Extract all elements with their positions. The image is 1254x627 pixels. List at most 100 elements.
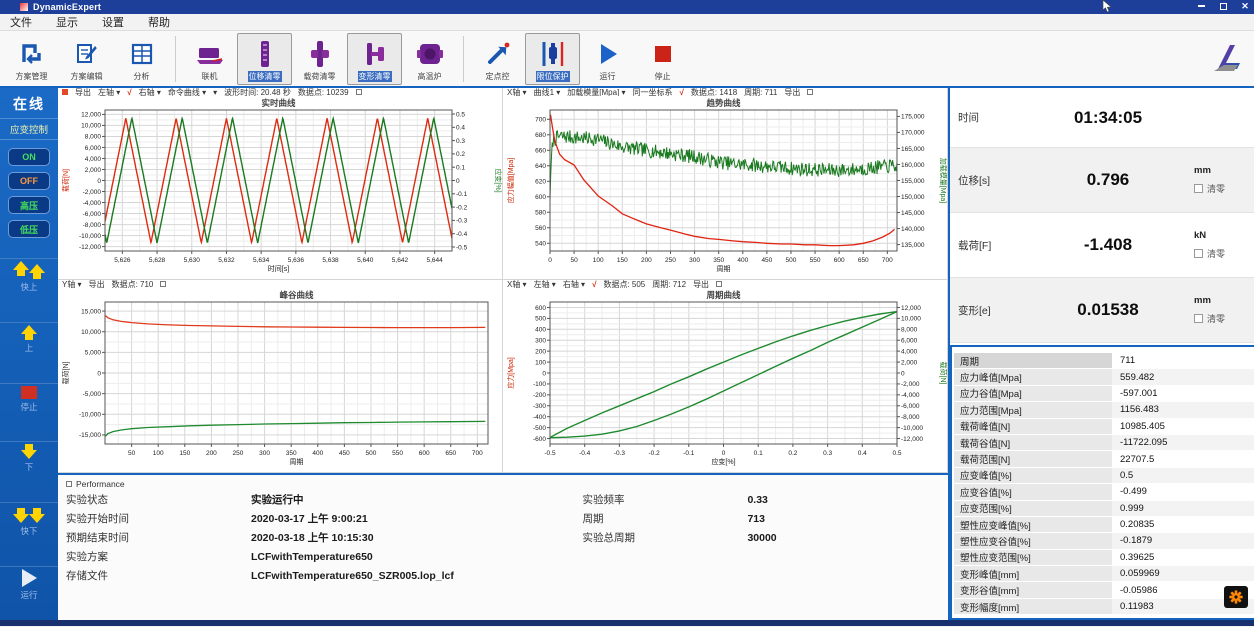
chart-toolbar-item[interactable]: ▾ [213, 88, 218, 96]
chart-cell-trend: X轴 ▾ 曲线1 ▾ 加载模量[Mpa] ▾ 同一坐标系 √ 数据点: 1418 周期: 7… [503, 88, 948, 280]
checkbox-icon[interactable] [1194, 249, 1203, 258]
svg-text:时间[s]: 时间[s] [268, 264, 289, 273]
chart-toolbar-check[interactable]: √ [592, 280, 597, 288]
svg-text:540: 540 [535, 241, 546, 248]
chart-toolbar-item[interactable]: 右轴 ▾ [562, 280, 586, 288]
svg-text:660: 660 [535, 148, 546, 155]
menu-item-file[interactable]: 文件 [10, 17, 32, 29]
menu-item-help[interactable]: 帮助 [148, 17, 170, 29]
expand-icon[interactable] [355, 89, 362, 95]
jog-button-down[interactable]: 下 [0, 441, 58, 475]
table-row: 变形峰值[mm] 0.059969 [954, 566, 1254, 582]
toolbar-button-label: 高温炉 [417, 72, 442, 81]
expand-icon[interactable] [160, 281, 167, 287]
toolbar-button-limit-protection[interactable]: 限位保护 [525, 33, 580, 85]
zero-checkbox[interactable]: 清零 [1194, 312, 1225, 325]
minimize-button[interactable] [1196, 1, 1206, 11]
jog-button-fast-down[interactable]: 快下 [0, 501, 58, 539]
toolbar-button-label: 位移清零 [247, 71, 282, 82]
statusbar [0, 620, 1254, 626]
svg-text:载荷[N]: 载荷[N] [61, 361, 70, 384]
chart-toolbar-item[interactable]: 波形时间: 20.48 秒 [224, 88, 291, 96]
svg-text:应变[%]: 应变[%] [494, 168, 502, 192]
connect-icon [193, 39, 227, 69]
chart-toolbar-item[interactable]: 周期: 711 [744, 88, 778, 96]
chart-toolbar-item[interactable]: 数据点: 1418 [690, 88, 738, 96]
chart-toolbar-item[interactable]: Y轴 ▾ [62, 280, 82, 288]
chart-toolbar-item[interactable]: X轴 ▾ [507, 280, 527, 288]
toolbar-button-setpoint-control[interactable]: 定点控 [470, 33, 525, 85]
chart-toolbar-check[interactable]: √ [679, 88, 684, 96]
scheme-manage-icon [18, 39, 46, 69]
chart-toolbar-item[interactable]: 曲线1 ▾ [533, 88, 561, 96]
expand-icon[interactable] [807, 89, 814, 95]
sidebar-button-低压[interactable]: 低压 [8, 220, 50, 238]
menu-item-settings[interactable]: 设置 [102, 17, 124, 29]
chart-toolbar-item[interactable]: 周期: 712 [652, 280, 687, 288]
toolbar-button-run[interactable]: 运行 [580, 33, 635, 85]
svg-text:170,000: 170,000 [901, 130, 925, 137]
chart-toolbar-check[interactable]: √ [127, 88, 132, 96]
performance-header[interactable]: Performance [66, 477, 940, 490]
svg-text:200: 200 [206, 450, 217, 457]
zero-checkbox[interactable]: 清零 [1194, 247, 1225, 260]
chart-toolbar-item[interactable]: 导出 [75, 88, 91, 96]
jog-button-run[interactable]: 运行 [0, 565, 58, 603]
sidebar-button-on[interactable]: ON [8, 148, 50, 166]
jog-button-up[interactable]: 上 [0, 321, 58, 356]
jog-button-stop[interactable]: 停止 [0, 382, 58, 415]
toolbar-button-scheme-manage[interactable]: 方案管理 [4, 33, 59, 85]
svg-text:-0.1: -0.1 [683, 450, 695, 457]
chart-toolbar-item[interactable]: 导出 [88, 280, 105, 288]
chart-toolbar-item[interactable]: X轴 ▾ [507, 88, 527, 96]
chart-toolbar-item[interactable]: 导出 [784, 88, 801, 96]
checkbox-icon[interactable] [1194, 184, 1203, 193]
toolbar-button-stop[interactable]: 停止 [635, 33, 690, 85]
table-row: 周期 711 [954, 353, 1254, 369]
chart-toolbar-item[interactable]: 左轴 ▾ [533, 280, 556, 288]
gear-icon[interactable] [1224, 586, 1248, 608]
sidebar-button-off[interactable]: OFF [8, 172, 50, 190]
svg-text:12,000: 12,000 [901, 305, 921, 312]
close-button[interactable]: ✕ [1241, 0, 1249, 11]
checkbox-icon[interactable] [1194, 314, 1203, 323]
chart-toolbar-item[interactable]: 同一坐标系 [632, 88, 673, 96]
chart-toolbar-item[interactable]: 数据点: 10239 [297, 88, 349, 96]
toolbar-button-deform-zero[interactable]: 变形清零 [347, 33, 402, 85]
jog-button-fast-up[interactable]: 快上 [0, 258, 58, 295]
chart-toolbar-item[interactable]: 导出 [693, 280, 710, 288]
chart-toolbar-item[interactable]: 数据点: 505 [603, 280, 646, 288]
jog-label: 运行 [20, 589, 38, 600]
sidebar-button-高压[interactable]: 高压 [8, 196, 50, 214]
load-zero-icon [307, 39, 333, 69]
toolbar-button-connect[interactable]: 联机 [182, 33, 237, 85]
zero-checkbox[interactable]: 清零 [1194, 182, 1225, 195]
center-area: 导出 左轴 ▾ √ 右轴 ▾ 命令曲线 ▾ ▾ 波形时间: 20.48 秒数据点: 1023… [58, 88, 948, 620]
chart-toolbar-item[interactable]: 右轴 ▾ [138, 88, 161, 96]
table-row: 应变谷值[%] -0.499 [954, 484, 1254, 500]
table-row: 载荷范围[N] 22707.5 [954, 451, 1254, 467]
toolbar: 方案管理 方案编辑 分析 联机 位移清零 载荷清零 变形清零 高温炉 定点控 [0, 31, 1254, 88]
chart-plot-peakvalley: 峰谷曲线 50 100 150 200 250 300 350 400 450 500 550 600 6… [58, 288, 502, 472]
svg-text:4,000: 4,000 [85, 156, 102, 163]
chart-toolbar-item[interactable]: 加载模量[Mpa] ▾ [567, 88, 626, 96]
toolbar-button-load-zero[interactable]: 载荷清零 [292, 33, 347, 85]
performance-row: 实验状态 实验运行中 [66, 490, 582, 509]
toolbar-button-furnace[interactable]: 高温炉 [402, 33, 457, 85]
maximize-button[interactable] [1218, 1, 1228, 11]
collapse-icon[interactable] [66, 480, 72, 487]
chart-toolbar-item[interactable]: 左轴 ▾ [98, 88, 121, 96]
toolbar-button-analysis[interactable]: 分析 [114, 33, 169, 85]
readout-label: 位移[s] [958, 174, 991, 187]
toolbar-button-displacement-zero[interactable]: 位移清零 [237, 33, 292, 85]
performance-value: LCFwithTemperature650 [251, 550, 373, 563]
performance-value: 实验运行中 [251, 494, 304, 506]
toolbar-separator [463, 36, 464, 82]
performance-row: 实验方案 LCFwithTemperature650 [66, 547, 582, 566]
menu-item-display[interactable]: 显示 [56, 17, 78, 29]
chart-toolbar-item[interactable]: 数据点: 710 [111, 280, 154, 288]
chart-toolbar-item[interactable]: 命令曲线 ▾ [167, 88, 207, 96]
expand-icon[interactable] [716, 281, 723, 287]
chart-cell-peakvalley: Y轴 ▾ 导出 数据点: 710 峰谷曲线 50 100 150 200 250 300 350 4… [58, 280, 503, 473]
toolbar-button-scheme-edit[interactable]: 方案编辑 [59, 33, 114, 85]
